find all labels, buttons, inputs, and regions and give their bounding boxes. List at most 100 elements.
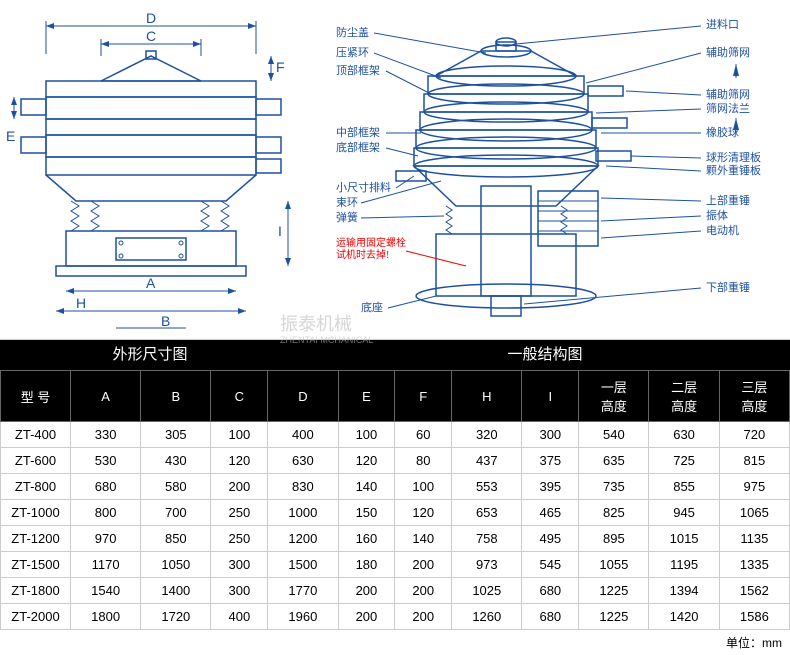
table-cell: 465 bbox=[522, 500, 579, 526]
dim-i-label: I bbox=[278, 223, 282, 239]
table-cell: 160 bbox=[338, 526, 395, 552]
dim-h-label: H bbox=[76, 295, 86, 311]
table-cell: 735 bbox=[579, 474, 649, 500]
table-cell: 1540 bbox=[71, 578, 141, 604]
col-header: 二层 高度 bbox=[649, 371, 719, 422]
screen-flange-label: 筛网法兰 bbox=[706, 101, 750, 115]
table-cell: 850 bbox=[141, 526, 211, 552]
table-cell: 1050 bbox=[141, 552, 211, 578]
table-cell: 430 bbox=[141, 448, 211, 474]
ball-clean-label: 球形清理板 bbox=[706, 150, 761, 164]
table-row: ZT-40033030510040010060320300540630720 bbox=[1, 422, 790, 448]
table-cell: 1500 bbox=[268, 552, 338, 578]
table-cell: 300 bbox=[211, 578, 268, 604]
table-cell: 1800 bbox=[71, 604, 141, 630]
table-cell: 250 bbox=[211, 500, 268, 526]
table-cell: 1420 bbox=[649, 604, 719, 630]
table-cell: 725 bbox=[649, 448, 719, 474]
table-cell: 825 bbox=[579, 500, 649, 526]
table-cell: 200 bbox=[395, 552, 452, 578]
table-cell: 200 bbox=[395, 604, 452, 630]
aux-screen2-label: 辅助筛网 bbox=[706, 87, 750, 101]
table-cell: 100 bbox=[211, 422, 268, 448]
table-cell: 680 bbox=[522, 578, 579, 604]
table-row: ZT-800680580200830140100553395735855975 bbox=[1, 474, 790, 500]
table-cell: 580 bbox=[141, 474, 211, 500]
table-cell: 975 bbox=[719, 474, 789, 500]
col-header: H bbox=[452, 371, 522, 422]
motor-label: 电动机 bbox=[706, 223, 739, 237]
dim-f-label: F bbox=[276, 59, 285, 75]
spec-table: 型 号ABCDEFHI一层 高度二层 高度三层 高度 ZT-4003303051… bbox=[0, 370, 790, 630]
table-cell: 800 bbox=[71, 500, 141, 526]
table-row: ZT-2000180017204001960200200126068012251… bbox=[1, 604, 790, 630]
table-cell: ZT-1500 bbox=[1, 552, 71, 578]
table-cell: 680 bbox=[71, 474, 141, 500]
table-cell: 100 bbox=[395, 474, 452, 500]
table-header-row: 型 号ABCDEFHI一层 高度二层 高度三层 高度 bbox=[1, 371, 790, 422]
table-cell: 895 bbox=[579, 526, 649, 552]
aux-screen-label: 辅助筛网 bbox=[706, 45, 750, 59]
table-cell: 150 bbox=[338, 500, 395, 526]
table-cell: 1025 bbox=[452, 578, 522, 604]
table-cell: 305 bbox=[141, 422, 211, 448]
unit-label: 单位：mm bbox=[0, 630, 790, 655]
left-section-title: 外形尺寸图 bbox=[0, 340, 300, 370]
table-cell: 530 bbox=[71, 448, 141, 474]
table-cell: 437 bbox=[452, 448, 522, 474]
table-row: ZT-1500117010503001500180200973545105511… bbox=[1, 552, 790, 578]
table-cell: 553 bbox=[452, 474, 522, 500]
table-cell: 120 bbox=[395, 500, 452, 526]
table-cell: 300 bbox=[522, 422, 579, 448]
dust-cover-label: 防尘盖 bbox=[336, 25, 369, 39]
table-cell: 180 bbox=[338, 552, 395, 578]
table-cell: 80 bbox=[395, 448, 452, 474]
table-cell: ZT-600 bbox=[1, 448, 71, 474]
rubber-ball-label: 橡胶球 bbox=[706, 125, 739, 139]
table-cell: ZT-1800 bbox=[1, 578, 71, 604]
table-row: ZT-1200970850250120016014075849589510151… bbox=[1, 526, 790, 552]
table-row: ZT-1000800700250100015012065346582594510… bbox=[1, 500, 790, 526]
table-cell: 1335 bbox=[719, 552, 789, 578]
table-cell: 1065 bbox=[719, 500, 789, 526]
table-cell: 1394 bbox=[649, 578, 719, 604]
col-header: E bbox=[338, 371, 395, 422]
table-cell: 830 bbox=[268, 474, 338, 500]
table-cell: 1225 bbox=[579, 604, 649, 630]
table-cell: 653 bbox=[452, 500, 522, 526]
table-cell: 1225 bbox=[579, 578, 649, 604]
table-cell: 100 bbox=[338, 422, 395, 448]
table-cell: 970 bbox=[71, 526, 141, 552]
table-cell: 700 bbox=[141, 500, 211, 526]
table-cell: 1135 bbox=[719, 526, 789, 552]
table-cell: 400 bbox=[268, 422, 338, 448]
table-cell: 973 bbox=[452, 552, 522, 578]
col-header: D bbox=[268, 371, 338, 422]
col-header: 型 号 bbox=[1, 371, 71, 422]
table-cell: 630 bbox=[649, 422, 719, 448]
table-cell: 395 bbox=[522, 474, 579, 500]
table-cell: 630 bbox=[268, 448, 338, 474]
upper-weight-label: 上部重锤 bbox=[706, 193, 750, 207]
mid-frame-label: 中部框架 bbox=[336, 125, 380, 139]
table-cell: 330 bbox=[71, 422, 141, 448]
clamp-ring-label: 压紧环 bbox=[336, 46, 369, 59]
table-cell: 1586 bbox=[719, 604, 789, 630]
red-warning-line2: 试机时去掉! bbox=[336, 248, 389, 261]
table-cell: 1055 bbox=[579, 552, 649, 578]
inlet-label: 进料口 bbox=[706, 17, 739, 31]
bottom-frame-label: 底部框架 bbox=[336, 140, 380, 154]
springs bbox=[71, 201, 229, 231]
spring-label: 弹簧 bbox=[336, 210, 358, 224]
tie-ring-label: 束环 bbox=[336, 196, 358, 209]
structure-diagram: 防尘盖 压紧环 顶部框架 中部框架 底部框架 小尺寸排料 束环 弹簧 运输用固定… bbox=[300, 0, 790, 339]
table-cell: 1170 bbox=[71, 552, 141, 578]
table-cell: 1400 bbox=[141, 578, 211, 604]
table-cell: 200 bbox=[338, 578, 395, 604]
table-cell: ZT-800 bbox=[1, 474, 71, 500]
table-cell: 1200 bbox=[268, 526, 338, 552]
col-header: B bbox=[141, 371, 211, 422]
small-outlet-label: 小尺寸排料 bbox=[336, 180, 391, 194]
table-cell: 495 bbox=[522, 526, 579, 552]
col-header: 三层 高度 bbox=[719, 371, 789, 422]
